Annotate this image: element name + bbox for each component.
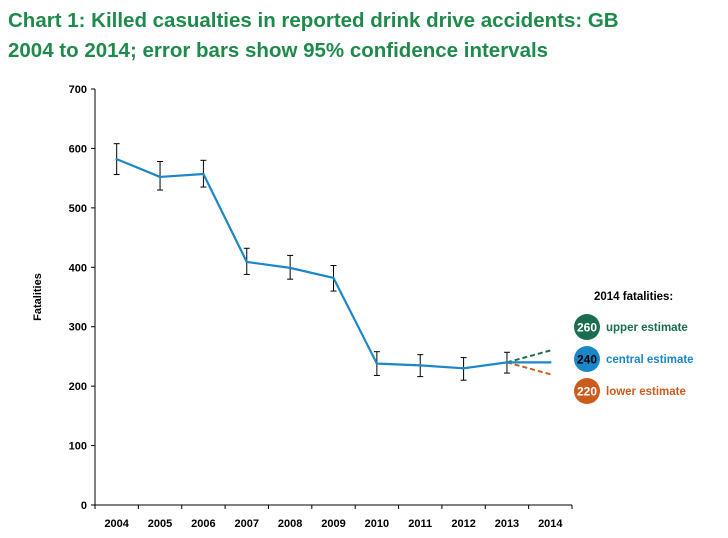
data-point xyxy=(245,260,248,264)
chart-title-line-1: Chart 1: Killed casualties in reported d… xyxy=(8,9,619,32)
x-tick-label: 2007 xyxy=(235,518,259,530)
x-tick-label: 2004 xyxy=(104,518,129,530)
legend-badge-lower-estimate xyxy=(574,378,600,404)
legend-value: 220 xyxy=(577,385,597,399)
data-point xyxy=(375,362,379,365)
legend-value: 240 xyxy=(577,353,597,367)
x-tick-label: 2008 xyxy=(278,518,302,530)
chart-title: Chart 1: Killed casualties in reported d… xyxy=(8,6,619,66)
legend-label: upper estimate xyxy=(606,322,688,334)
projection-line-upper-estimate xyxy=(506,349,551,364)
x-tick-label: 2005 xyxy=(148,518,172,530)
y-tick-label: 700 xyxy=(69,84,87,96)
x-tick-label: 2014 xyxy=(538,518,563,530)
x-tick-label: 2010 xyxy=(365,518,389,530)
y-tick-label: 400 xyxy=(69,262,87,274)
data-point xyxy=(462,367,465,370)
data-point xyxy=(549,361,552,364)
y-tick-label: 600 xyxy=(69,143,87,155)
legend-badge-central-estimate xyxy=(574,346,600,372)
legend-value: 260 xyxy=(577,321,597,335)
x-tick-label: 2006 xyxy=(191,518,215,530)
legend-label: lower estimate xyxy=(606,386,686,398)
data-point xyxy=(419,364,422,367)
y-tick-label: 300 xyxy=(69,322,87,334)
data-point xyxy=(505,361,509,364)
y-tick-label: 0 xyxy=(81,500,87,512)
y-axis-label: Fatalities xyxy=(32,273,44,321)
x-tick-label: 2013 xyxy=(495,518,519,530)
data-point xyxy=(332,276,335,280)
x-tick-label: 2012 xyxy=(451,518,475,530)
series-line xyxy=(116,158,551,370)
y-tick-label: 100 xyxy=(69,441,87,453)
chart-title-line-2: 2004 to 2014; error bars show 95% confid… xyxy=(8,39,549,62)
legend-heading: 2014 fatalities: xyxy=(594,291,673,303)
legend-label: central estimate xyxy=(606,354,694,366)
data-point xyxy=(288,266,292,270)
data-point xyxy=(115,157,118,161)
data-point xyxy=(202,172,205,176)
x-tick-label: 2011 xyxy=(408,518,432,530)
data-point xyxy=(158,175,162,179)
y-tick-label: 500 xyxy=(69,203,87,215)
legend-badge-upper-estimate xyxy=(574,314,600,340)
projection-line-lower-estimate xyxy=(506,361,551,376)
y-tick-label: 200 xyxy=(69,381,87,393)
x-tick-label: 2009 xyxy=(321,518,345,530)
